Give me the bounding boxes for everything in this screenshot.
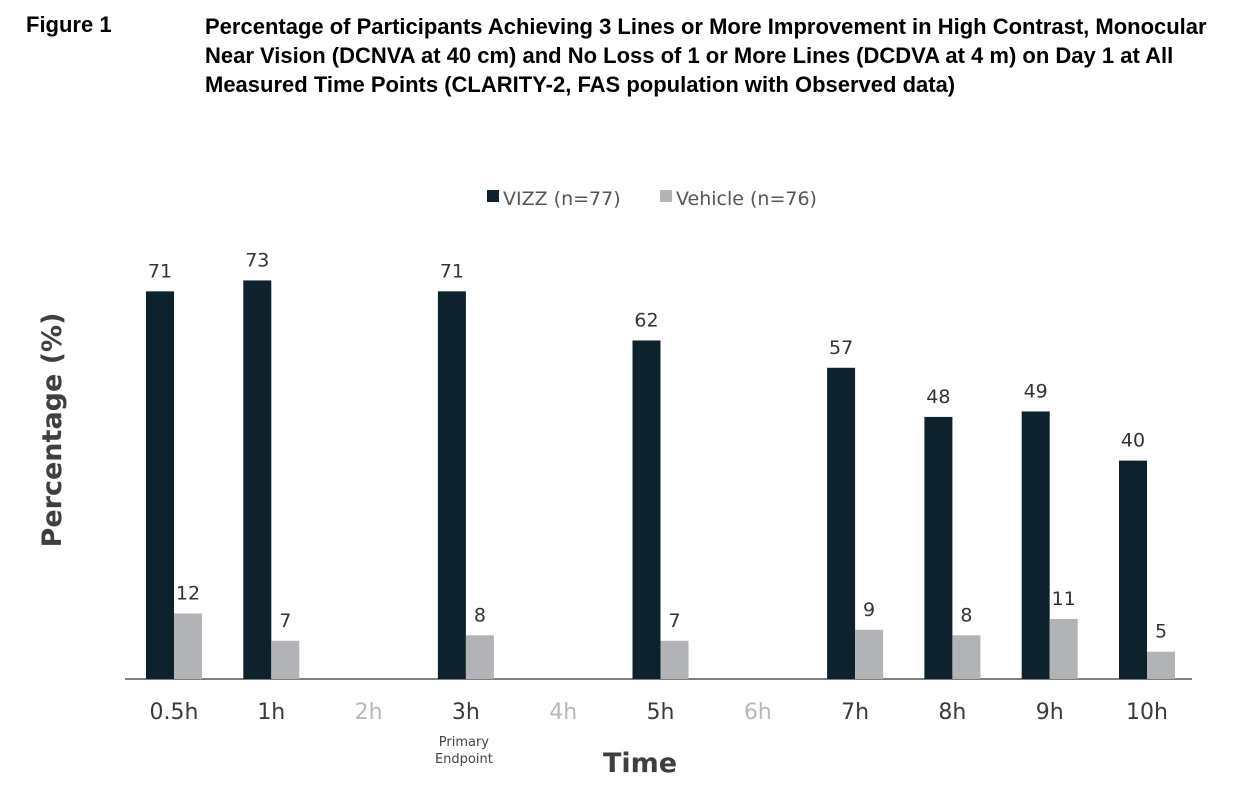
x-tick-label: 5h bbox=[647, 700, 675, 725]
figure-label: Figure 1 bbox=[26, 12, 112, 37]
x-axis-title: Time bbox=[603, 748, 677, 779]
data-label: 8 bbox=[474, 604, 486, 626]
x-tick-label: 2h bbox=[355, 700, 383, 725]
bar-vizz bbox=[437, 291, 466, 679]
data-label: 12 bbox=[176, 582, 200, 604]
x-tick-label: 8h bbox=[938, 700, 966, 725]
bar-vehicle bbox=[952, 635, 981, 679]
bar-vehicle bbox=[660, 640, 689, 679]
x-tick-label: 3h bbox=[452, 700, 480, 725]
bar-vehicle bbox=[174, 613, 202, 679]
bar-vizz bbox=[827, 367, 856, 679]
bar-vizz bbox=[924, 416, 953, 679]
bar-vehicle bbox=[465, 635, 494, 679]
chart-title: Percentage of Participants Achieving 3 L… bbox=[205, 14, 1207, 97]
bar-vizz bbox=[1119, 460, 1147, 679]
data-label: 71 bbox=[148, 260, 172, 282]
x-tick-label: 10h bbox=[1126, 700, 1168, 725]
data-label: 48 bbox=[926, 386, 950, 408]
data-label: 9 bbox=[863, 599, 875, 621]
data-label: 62 bbox=[634, 309, 658, 331]
data-label: 5 bbox=[1155, 621, 1167, 643]
bar-vizz bbox=[632, 340, 661, 679]
x-tick-label: 7h bbox=[841, 700, 869, 725]
bar-vehicle bbox=[1049, 618, 1078, 679]
legend-swatch bbox=[660, 190, 672, 202]
x-tick-label: 1h bbox=[257, 700, 285, 725]
data-label: 73 bbox=[245, 249, 269, 271]
legend-label: VIZZ (n=77) bbox=[503, 188, 621, 210]
annotation-primary-endpoint: Endpoint bbox=[435, 752, 493, 767]
legend-swatch bbox=[487, 190, 499, 202]
data-label: 7 bbox=[279, 610, 291, 632]
x-tick-label: 9h bbox=[1036, 700, 1064, 725]
bar-vehicle bbox=[271, 640, 300, 679]
data-label: 71 bbox=[440, 260, 464, 282]
legend-label: Vehicle (n=76) bbox=[676, 188, 817, 210]
bar-vehicle bbox=[1147, 651, 1175, 679]
y-axis-title: Percentage (%) bbox=[37, 313, 68, 548]
x-tick-label: 4h bbox=[549, 700, 577, 725]
bar-vizz bbox=[243, 280, 272, 679]
annotation-primary-endpoint: Primary bbox=[439, 735, 490, 750]
x-tick-label: 6h bbox=[744, 700, 772, 725]
data-label: 7 bbox=[668, 610, 680, 632]
x-tick-label: 0.5h bbox=[150, 700, 199, 725]
data-label: 8 bbox=[960, 604, 972, 626]
data-label: 40 bbox=[1121, 430, 1145, 452]
data-label: 57 bbox=[829, 337, 853, 359]
data-label: 49 bbox=[1024, 380, 1048, 402]
bar-vizz bbox=[1021, 411, 1050, 679]
data-label: 11 bbox=[1052, 588, 1076, 610]
bar-vizz bbox=[146, 291, 174, 679]
bar-vehicle bbox=[855, 629, 884, 679]
